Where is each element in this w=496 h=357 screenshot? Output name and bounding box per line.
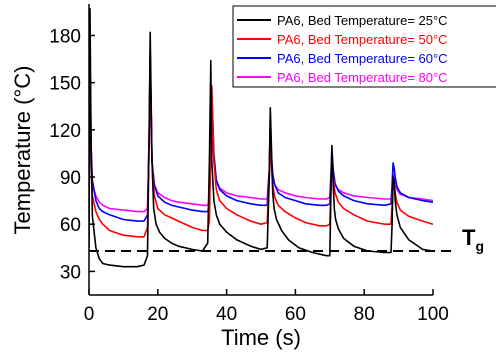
legend-box [232, 5, 496, 88]
x-tick-label: 100 [417, 304, 449, 325]
legend-label: PA6, Bed Temperature= 80°C [277, 70, 448, 85]
y-axis-title: Temperature (°C) [10, 66, 35, 235]
y-tick-label: 60 [60, 215, 81, 236]
y-tick-label: 120 [49, 121, 81, 142]
tg-label: Tg [462, 225, 484, 254]
x-axis-ticks: 0 20 40 60 80 100 [84, 289, 449, 325]
x-tick-label: 40 [216, 304, 237, 325]
series-line [89, 81, 433, 213]
x-axis-title: Time (s) [221, 325, 301, 350]
x-tick-label: 80 [354, 304, 375, 325]
x-tick-label: 60 [285, 304, 306, 325]
legend-label: PA6, Bed Temperature= 50°C [277, 32, 448, 47]
y-tick-label: 180 [49, 26, 81, 47]
y-axis-ticks: 30 60 90 120 150 180 [49, 26, 95, 283]
tg-subscript: g [475, 238, 484, 254]
legend-label: PA6, Bed Temperature= 25°C [277, 13, 448, 28]
y-tick-label: 150 [49, 74, 81, 95]
series-line [89, 53, 433, 222]
y-tick-label: 90 [60, 168, 81, 189]
tg-symbol: T [462, 225, 476, 250]
legend: PA6, Bed Temperature= 25°C PA6, Bed Tempe… [232, 5, 496, 88]
x-tick-label: 0 [84, 304, 95, 325]
y-tick-label: 30 [60, 262, 81, 283]
legend-label: PA6, Bed Temperature= 60°C [277, 51, 448, 66]
x-tick-label: 20 [147, 304, 168, 325]
series-line [89, 50, 433, 238]
